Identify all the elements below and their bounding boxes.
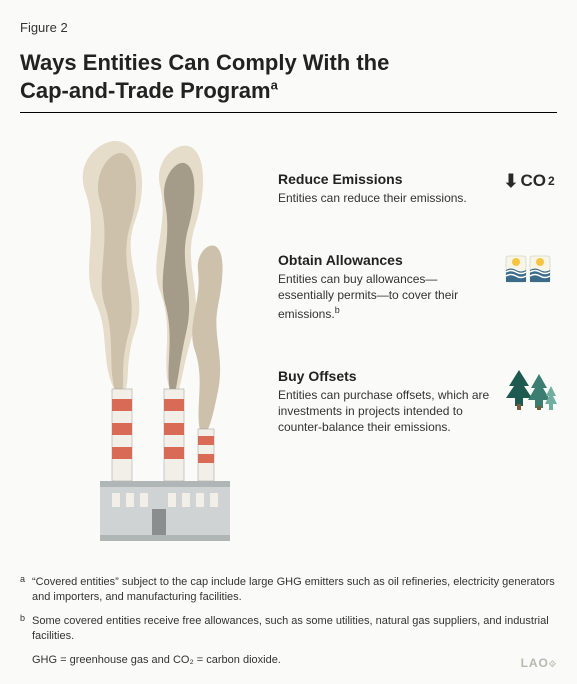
method-offsets: Buy Offsets Entities can purchase offset… [278,368,557,436]
footnote-legend: GHG = greenhouse gas and CO₂ = carbon di… [20,653,557,668]
permits-icon [501,252,557,286]
footnote-b: bSome covered entities receive free allo… [20,614,557,645]
factory-svg [20,131,270,551]
method-title: Buy Offsets [278,368,491,384]
footnotes: a“Covered entities” subject to the cap i… [20,575,557,668]
method-desc: Entities can purchase offsets, which are… [278,387,491,436]
page-title: Ways Entities Can Comply With the Cap-an… [20,49,557,104]
content-row: Reduce Emissions Entities can reduce the… [20,131,557,551]
factory-illustration [20,131,270,551]
lao-watermark: LAO⟐ [521,656,557,670]
method-allowances: Obtain Allowances Entities can buy allow… [278,252,557,322]
method-title: Reduce Emissions [278,171,491,187]
title-line1: Ways Entities Can Comply With the [20,50,389,75]
trees-icon [501,368,557,412]
method-desc: Entities can buy allowances—essentially … [278,271,491,322]
method-desc: Entities can reduce their emissions. [278,190,491,206]
footnote-a: a“Covered entities” subject to the cap i… [20,575,557,606]
title-super: a [271,77,278,92]
method-title: Obtain Allowances [278,252,491,268]
method-reduce: Reduce Emissions Entities can reduce the… [278,171,557,206]
title-line2: Cap-and-Trade Program [20,78,271,103]
divider [20,112,557,113]
figure-label: Figure 2 [20,20,557,35]
methods-list: Reduce Emissions Entities can reduce the… [278,131,557,551]
co2-down-icon: ⬇CO2 [501,171,557,191]
